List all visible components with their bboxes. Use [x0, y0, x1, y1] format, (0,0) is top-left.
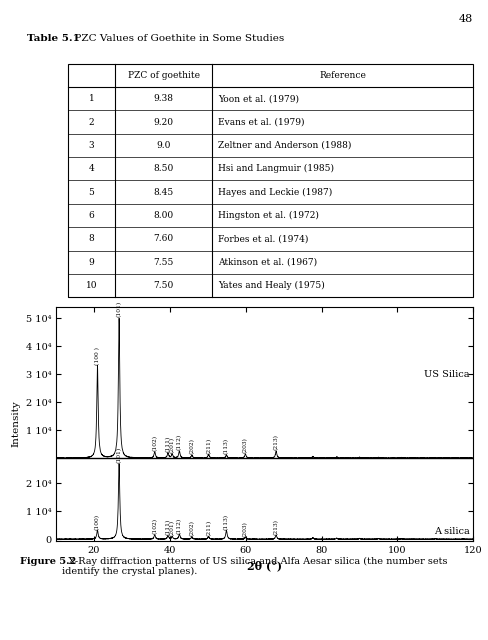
- Text: (202): (202): [189, 520, 195, 536]
- Text: (213): (213): [274, 518, 279, 534]
- Text: (211): (211): [206, 437, 211, 454]
- Text: Hsi and Langmuir (1985): Hsi and Langmuir (1985): [218, 164, 334, 173]
- Text: 8.00: 8.00: [153, 211, 174, 220]
- Text: Table 5.1: Table 5.1: [27, 34, 80, 43]
- Text: (111): (111): [165, 436, 171, 452]
- Text: Figure 5.2: Figure 5.2: [20, 557, 76, 566]
- Text: 4: 4: [89, 164, 95, 173]
- Text: 2: 2: [89, 118, 94, 127]
- Text: 9.38: 9.38: [154, 94, 174, 103]
- Text: Yates and Healy (1975): Yates and Healy (1975): [218, 281, 325, 290]
- Text: PZC Values of Goethite in Some Studies: PZC Values of Goethite in Some Studies: [68, 34, 285, 43]
- Text: 9: 9: [89, 258, 95, 267]
- Text: 8: 8: [89, 234, 95, 243]
- Text: 9.0: 9.0: [156, 141, 171, 150]
- Text: (100 ): (100 ): [95, 347, 100, 365]
- Text: (111): (111): [165, 519, 171, 535]
- Text: Forbes et al. (1974): Forbes et al. (1974): [218, 234, 308, 243]
- Text: (203): (203): [243, 437, 248, 453]
- Text: 5: 5: [89, 188, 95, 196]
- Text: (203): (203): [243, 521, 248, 536]
- Text: A silica: A silica: [434, 527, 469, 536]
- Text: 3: 3: [89, 141, 94, 150]
- Text: (102): (102): [152, 435, 157, 451]
- Text: 1: 1: [89, 94, 95, 103]
- Text: 7.60: 7.60: [153, 234, 174, 243]
- Text: Zeltner and Anderson (1988): Zeltner and Anderson (1988): [218, 141, 351, 150]
- Text: Evans et al. (1979): Evans et al. (1979): [218, 118, 305, 127]
- Text: (213): (213): [274, 434, 279, 450]
- Text: Hayes and Leckie (1987): Hayes and Leckie (1987): [218, 188, 332, 196]
- Text: X-Ray diffraction patterns of US silica and Alfa Aesar silica (the number sets i: X-Ray diffraction patterns of US silica …: [61, 557, 447, 577]
- Text: (101): (101): [117, 447, 122, 463]
- Text: 48: 48: [459, 14, 473, 24]
- Text: (113): (113): [224, 513, 229, 530]
- Text: 8.50: 8.50: [153, 164, 174, 173]
- Text: 7.55: 7.55: [153, 258, 174, 267]
- Text: (201): (201): [170, 437, 175, 453]
- Text: US Silica: US Silica: [424, 370, 469, 379]
- Text: (211): (211): [206, 520, 211, 536]
- Bar: [68, 63, 473, 298]
- Text: (101): (101): [117, 301, 122, 317]
- Text: Hingston et al. (1972): Hingston et al. (1972): [218, 211, 319, 220]
- X-axis label: 2θ (°): 2θ (°): [247, 560, 282, 572]
- Text: (201): (201): [170, 520, 175, 536]
- Text: Atkinson et al. (1967): Atkinson et al. (1967): [218, 258, 317, 267]
- Y-axis label: Intensity: Intensity: [11, 401, 20, 447]
- Text: (102): (102): [152, 518, 157, 534]
- Text: 10: 10: [86, 281, 98, 290]
- Text: (112): (112): [177, 434, 182, 450]
- Text: (112): (112): [177, 517, 182, 534]
- Text: (202): (202): [189, 438, 195, 454]
- Text: PZC of goethite: PZC of goethite: [127, 71, 200, 80]
- Text: 7.50: 7.50: [153, 281, 174, 290]
- Text: (100): (100): [95, 513, 100, 530]
- Text: Yoon et al. (1979): Yoon et al. (1979): [218, 94, 299, 103]
- Text: 9.20: 9.20: [154, 118, 174, 127]
- Text: 8.45: 8.45: [153, 188, 174, 196]
- Text: (113): (113): [224, 438, 229, 454]
- Text: Reference: Reference: [319, 71, 366, 80]
- Text: 6: 6: [89, 211, 95, 220]
